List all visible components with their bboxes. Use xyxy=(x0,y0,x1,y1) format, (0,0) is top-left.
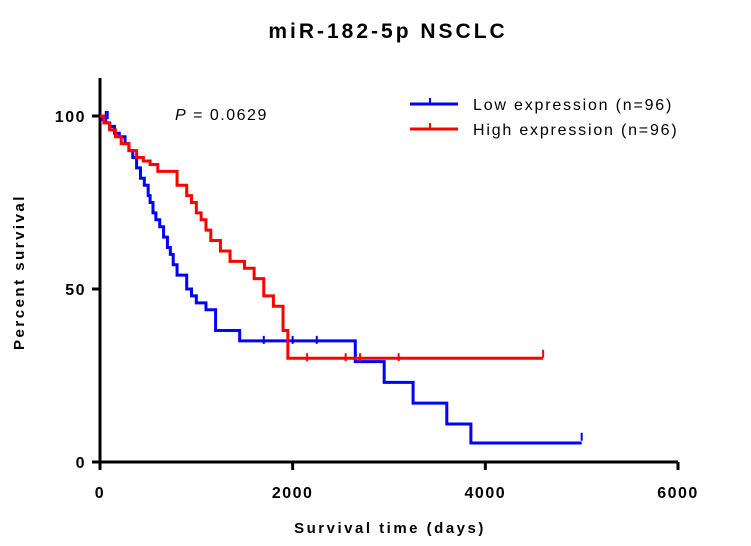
y-tick-label: 100 xyxy=(55,109,86,126)
x-tick-label: 6000 xyxy=(657,485,699,502)
y-tick-label: 0 xyxy=(76,455,86,472)
x-tick-label: 2000 xyxy=(272,485,314,502)
ticks: 0 2000 4000 6000 0 50 100 xyxy=(55,109,699,502)
legend: Low expression (n=96) High expression (n=… xyxy=(410,97,678,139)
p-value-annotation: P = 0.0629 xyxy=(175,107,268,124)
x-axis-label: Survival time (days) xyxy=(294,520,486,537)
x-tick-label: 0 xyxy=(95,485,105,502)
p-value-text: = 0.0629 xyxy=(187,107,268,124)
y-tick-label: 50 xyxy=(65,282,86,299)
axes xyxy=(98,78,678,464)
legend-label: Low expression (n=96) xyxy=(473,97,673,114)
survival-curves xyxy=(100,111,583,445)
legend-label: High expression (n=96) xyxy=(473,122,678,139)
p-symbol: P xyxy=(175,107,187,124)
chart-title: miR-182-5p NSCLC xyxy=(268,20,507,43)
survival-curve-high xyxy=(100,114,544,360)
x-tick-label: 4000 xyxy=(465,485,507,502)
survival-curve-low xyxy=(100,114,582,445)
y-axis-label: Percent survival xyxy=(11,194,28,350)
